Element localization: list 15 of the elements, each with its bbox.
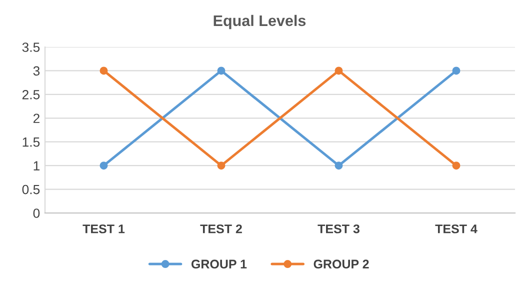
y-tick-label: 1: [34, 161, 40, 170]
legend-label: GROUP 1: [191, 260, 247, 269]
y-tick-label: 3.5: [22, 42, 40, 52]
y-tick-label: 2: [33, 114, 40, 123]
y-tick-label: 3: [33, 66, 40, 76]
y-tick-label: 2.5: [22, 90, 40, 100]
x-tick-label: TEST 2: [200, 224, 242, 234]
x-tick-label: TEST 4: [435, 224, 478, 234]
x-tick-label: TEST 3: [318, 224, 360, 234]
y-tick-label: 0.5: [22, 184, 40, 194]
chart-title: Equal Levels: [214, 14, 306, 30]
x-tick-label: TEST 1: [82, 224, 125, 234]
legend-label: GROUP 2: [314, 260, 369, 269]
y-tick-label: 1.5: [22, 138, 40, 147]
y-tick-label: 0: [33, 208, 40, 218]
